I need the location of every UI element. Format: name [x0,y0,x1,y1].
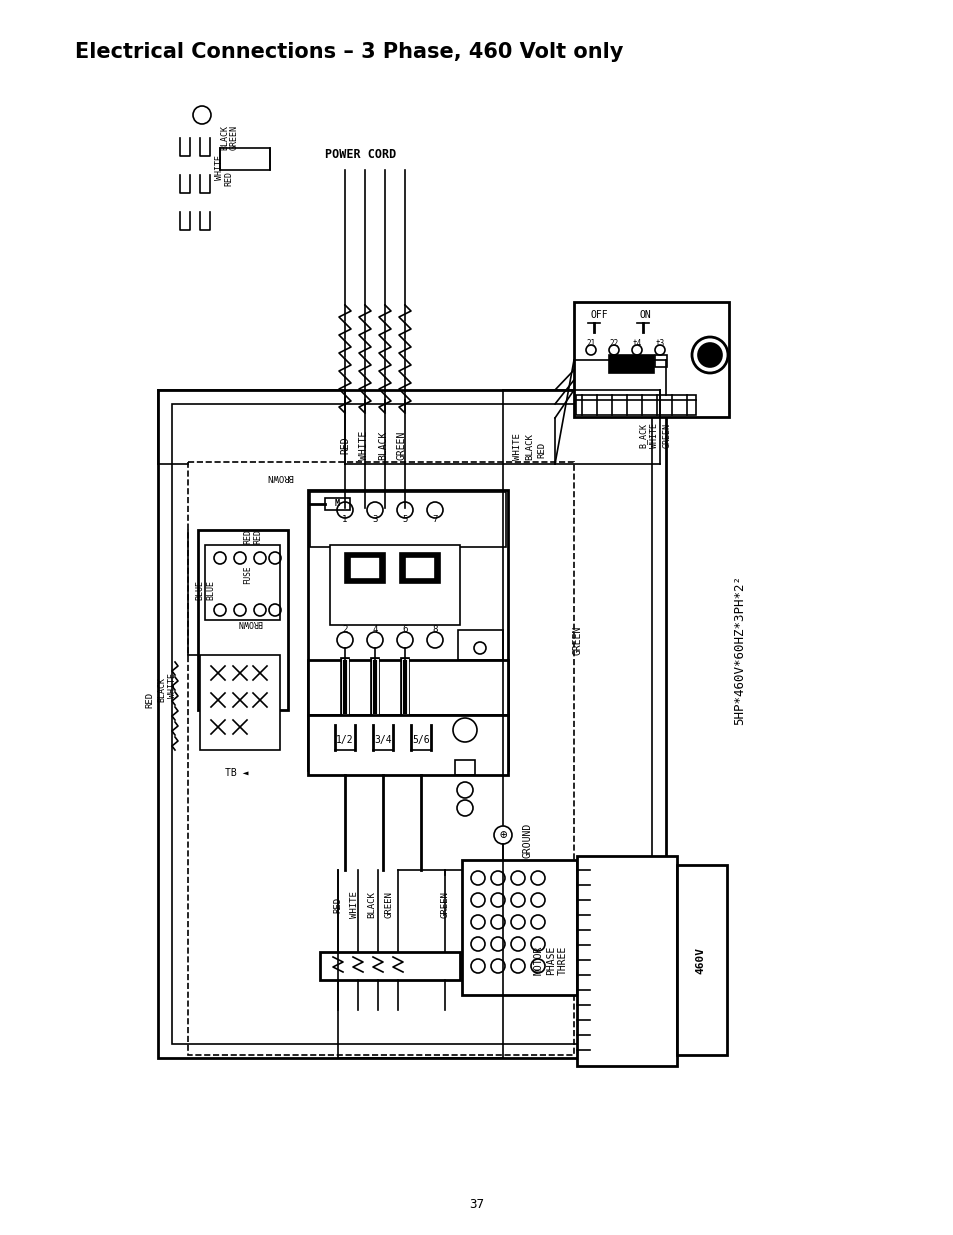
Text: THREE: THREE [558,945,567,974]
Text: BLUE: BLUE [206,580,215,600]
Text: RED: RED [334,897,342,913]
Text: 2: 2 [342,625,347,635]
Circle shape [698,343,721,367]
Text: ⊕: ⊕ [498,829,506,841]
Text: POWER CORD: POWER CORD [325,148,395,162]
Text: t4: t4 [632,338,641,347]
Bar [608,354,654,373]
Bar [308,659,507,715]
Text: GREEN: GREEN [230,126,238,151]
Text: RED: RED [537,442,546,458]
Bar [319,952,459,981]
Bar [200,655,280,750]
Bar [198,530,288,710]
Text: 1/2: 1/2 [335,735,354,745]
Text: BLACK: BLACK [367,892,376,919]
Text: TB ◄: TB ◄ [225,768,248,778]
Text: RED: RED [243,530,253,545]
Bar [577,856,677,1066]
Text: RED: RED [339,436,350,453]
Bar [158,390,665,1058]
Bar [172,404,651,1044]
Text: RED: RED [146,692,154,708]
Text: 4: 4 [372,625,377,635]
Bar [308,490,507,769]
Text: 8: 8 [432,625,437,635]
Text: MOTOR: MOTOR [534,945,543,974]
Text: 21: 21 [586,338,595,347]
Text: BLACK: BLACK [157,678,167,703]
Text: GREEN: GREEN [396,430,407,459]
Bar [205,545,280,620]
Text: M: M [335,499,339,509]
Text: WHITE: WHITE [215,156,224,180]
Text: BROWN: BROWN [237,618,262,626]
Text: ON: ON [639,310,651,320]
Text: WHITE: WHITE [358,430,369,459]
Text: WHITE: WHITE [350,892,359,919]
Text: 1: 1 [342,515,347,525]
Text: 5HP*460V*60HZ*3PH*2²: 5HP*460V*60HZ*3PH*2² [733,576,745,725]
Text: 5/6: 5/6 [412,735,430,745]
Text: 3/4: 3/4 [374,735,392,745]
Bar [325,498,350,510]
Bar [655,354,666,367]
Text: 5: 5 [402,515,407,525]
Text: OFF: OFF [590,310,608,320]
Bar [220,148,270,170]
Text: BROWN: BROWN [266,472,294,480]
Text: WHITE: WHITE [513,433,522,461]
Text: FUSE: FUSE [243,566,253,584]
Bar [310,492,505,547]
Text: Electrical Connections – 3 Phase, 460 Volt only: Electrical Connections – 3 Phase, 460 Vo… [75,42,622,62]
Bar [457,630,502,659]
Text: GREEN: GREEN [384,892,393,919]
Text: GREEN: GREEN [440,892,449,919]
Bar [308,715,507,776]
Bar [461,860,577,995]
Text: PHASE: PHASE [545,945,556,974]
Bar [399,553,439,583]
Text: 22: 22 [609,338,618,347]
Text: 460V: 460V [695,946,704,973]
Bar [188,462,574,1055]
Bar [345,553,385,583]
Text: B_ACK: B_ACK [638,422,647,447]
Text: GREEN: GREEN [573,625,582,655]
Bar [576,395,696,415]
Text: 7: 7 [432,515,437,525]
Bar [350,557,379,579]
Bar [455,760,475,776]
Text: 6: 6 [402,625,407,635]
Text: 37: 37 [469,1198,484,1212]
Text: WHITE: WHITE [169,673,177,698]
Ellipse shape [664,885,689,1035]
Bar [677,864,726,1055]
Text: BLUE: BLUE [195,580,204,600]
Bar [330,545,459,625]
Bar [574,303,728,417]
Text: GREEN: GREEN [661,422,671,447]
Bar [405,557,435,579]
Text: GROUND: GROUND [522,823,533,857]
Text: BLACK: BLACK [525,433,534,461]
Text: WHITE: WHITE [650,422,659,447]
Text: 3: 3 [372,515,377,525]
Text: BLACK: BLACK [377,430,388,459]
Text: t3: t3 [655,338,664,347]
Text: RED: RED [253,530,262,545]
Text: RED: RED [224,170,233,185]
Text: BLACK: BLACK [220,126,230,151]
